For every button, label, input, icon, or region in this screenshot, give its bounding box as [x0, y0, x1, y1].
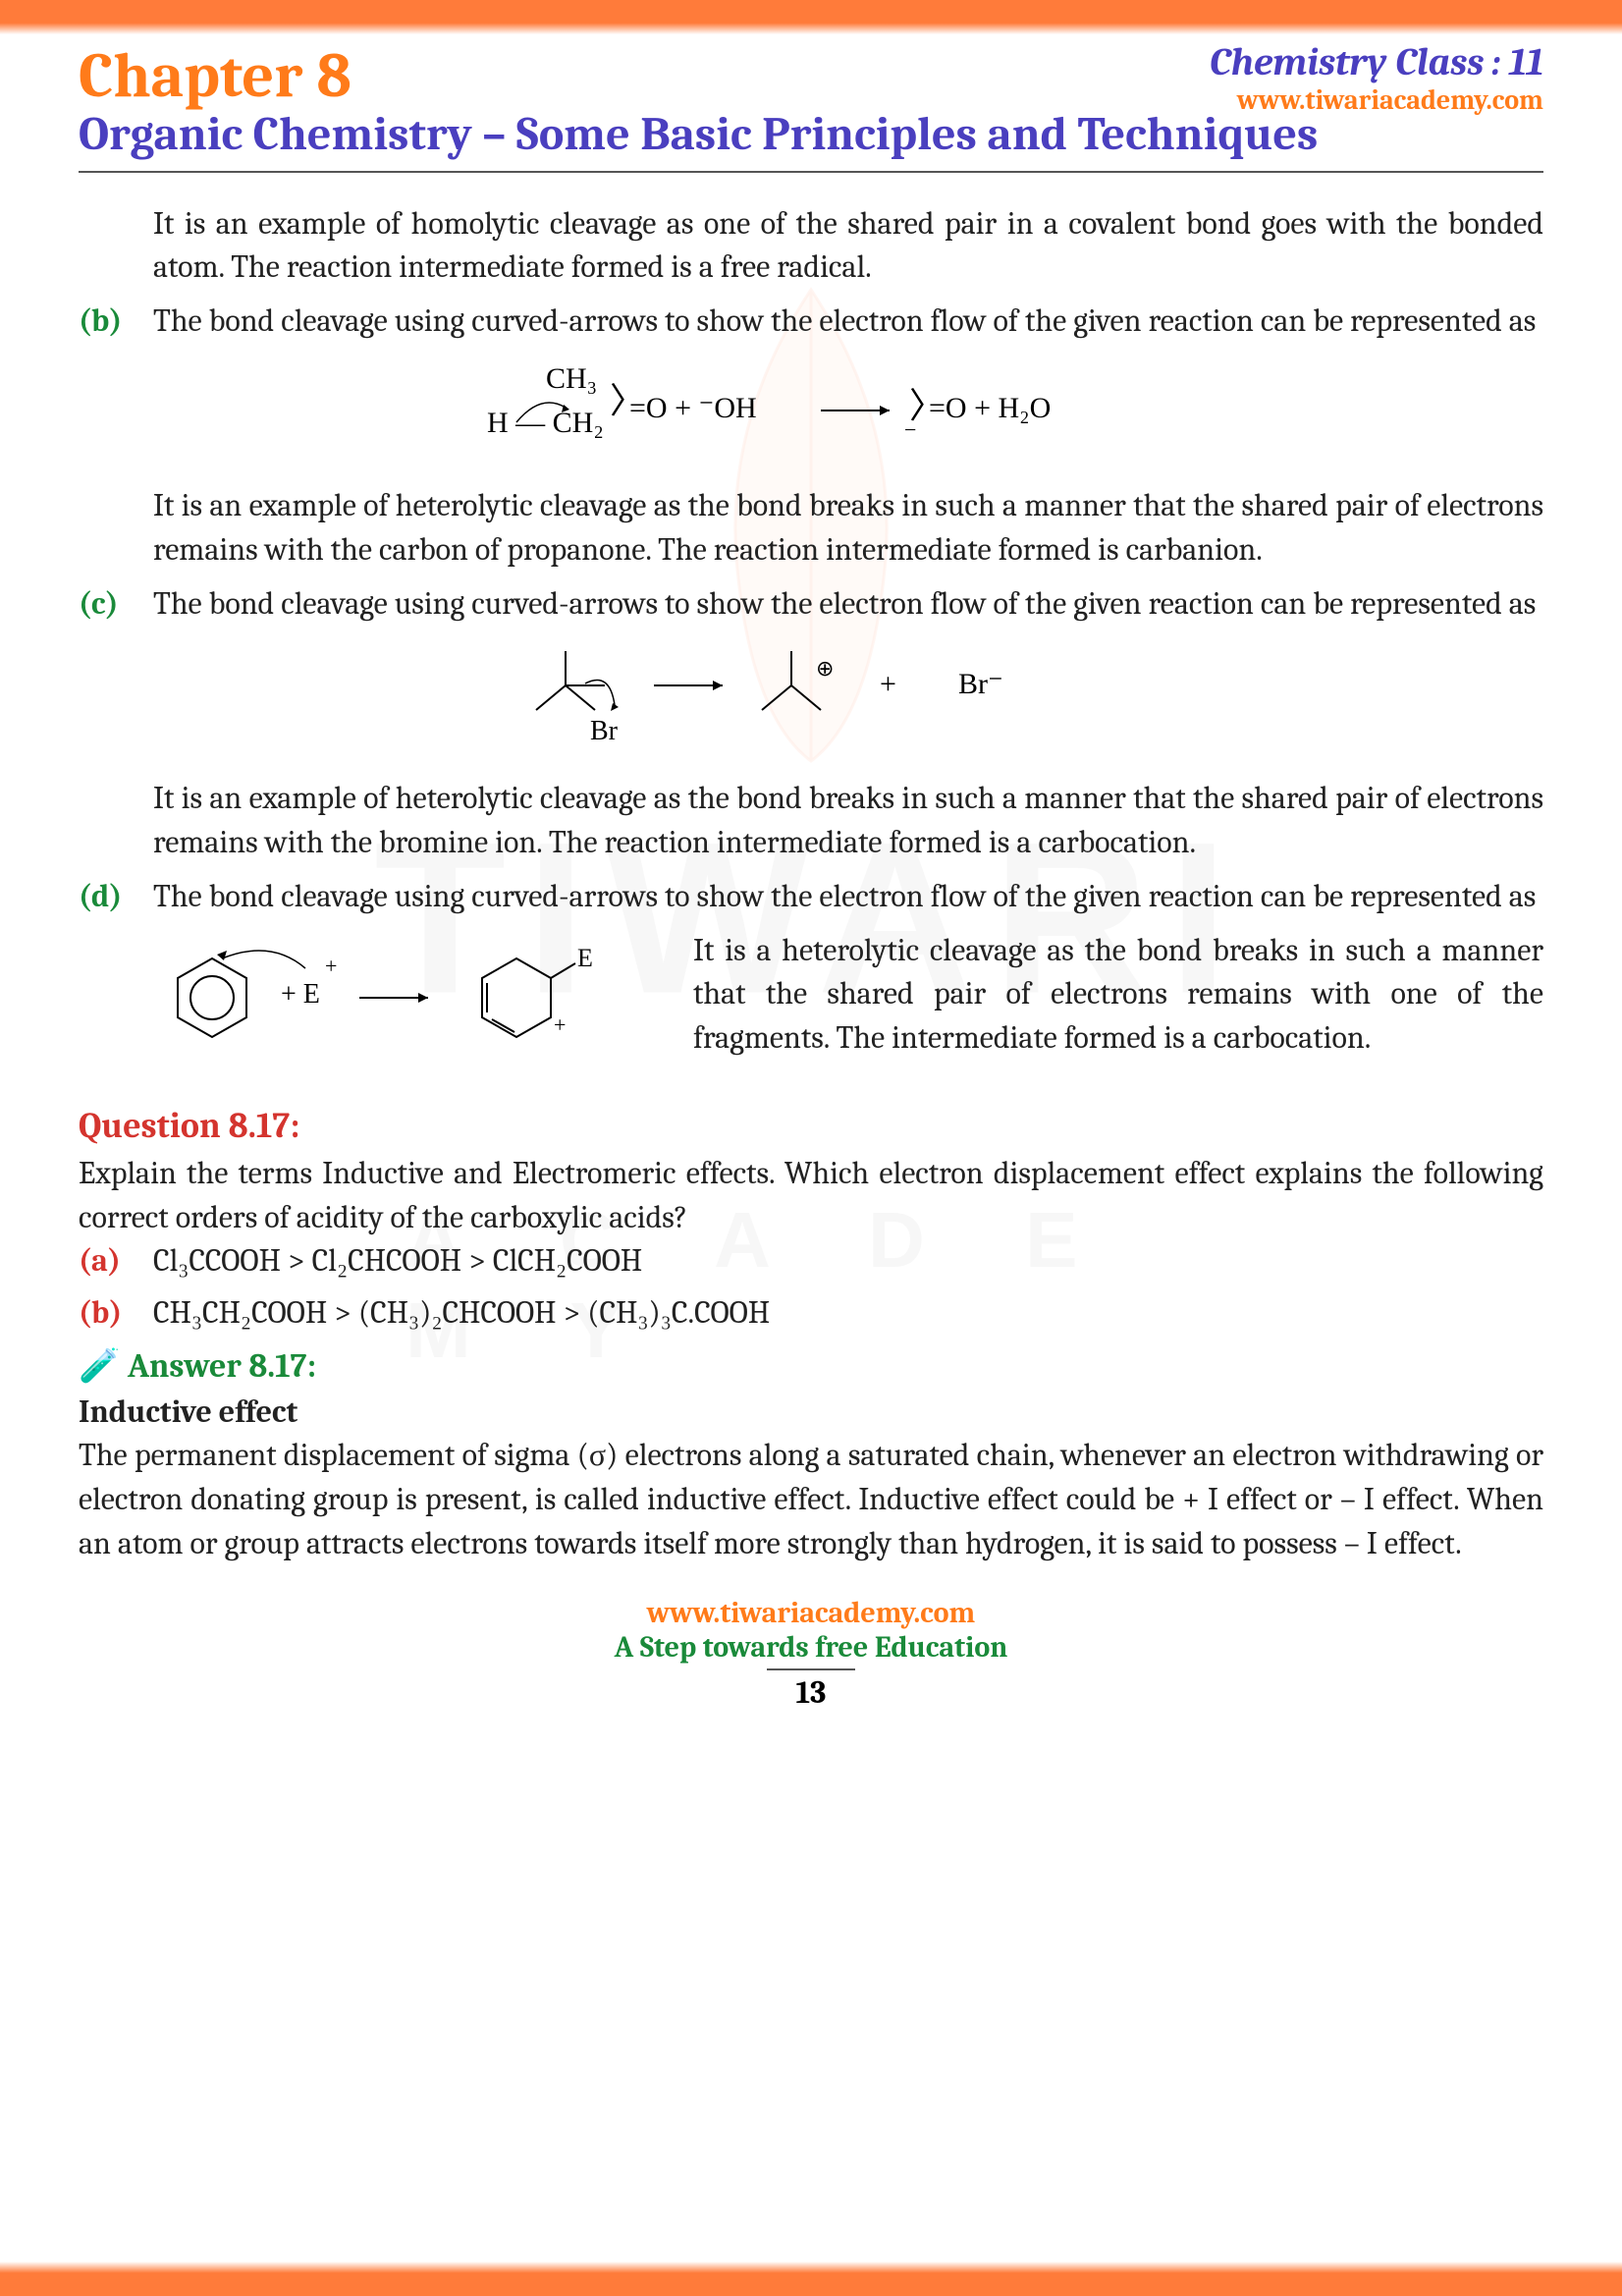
subject-title: Chemistry Class : 11 [1210, 39, 1543, 84]
diagram-b: CH₃ H — CH₂ 〉 =O + ⁻OH 〉 =O + H₂O − [79, 354, 1543, 474]
diagram-c: Br ⊕ + Br⁻ [79, 636, 1543, 767]
svg-text:E: E [577, 944, 593, 972]
svg-text:Br⁻: Br⁻ [958, 668, 1003, 700]
intro-paragraph: It is an example of homolytic cleavage a… [79, 202, 1543, 291]
svg-text:Br: Br [590, 716, 619, 746]
item-c-marker: (c) [79, 582, 153, 627]
answer-label: Answer 8.17: [128, 1346, 316, 1386]
footer-link[interactable]: www.tiwariacademy.com [79, 1596, 1543, 1630]
svg-text:+: + [880, 668, 896, 700]
svg-text:+ E: + E [281, 979, 320, 1010]
option-a-text: Cl₃CCOOH > Cl₂CHCOOH > ClCH₂COOH [153, 1239, 1543, 1284]
item-c-text2: It is an example of heterolytic cleavage… [79, 777, 1543, 865]
item-d-side-text: It is a heterolytic cleavage as the bond… [693, 929, 1543, 1079]
svg-text:=O + H₂O: =O + H₂O [929, 392, 1051, 424]
svg-text:−: − [904, 417, 916, 442]
item-b-marker: (b) [79, 300, 153, 344]
svg-text:=O + ⁻OH: =O + ⁻OH [629, 392, 757, 424]
answer-text: The permanent displacement of sigma (σ) … [79, 1434, 1543, 1565]
question-label: Question 8.17: [79, 1106, 299, 1146]
page-number: 13 [767, 1668, 856, 1711]
item-b-text1: The bond cleavage using curved-arrows to… [153, 300, 1543, 344]
item-b-text2: It is an example of heterolytic cleavage… [79, 484, 1543, 573]
question-text: Explain the terms Inductive and Electrom… [79, 1152, 1543, 1240]
header-divider [79, 171, 1543, 173]
answer-subheading: Inductive effect [79, 1391, 1543, 1435]
svg-text:+: + [325, 954, 337, 978]
svg-text:H — CH₂: H — CH₂ [487, 407, 604, 439]
option-b-marker: (b) [79, 1291, 153, 1336]
option-a-marker: (a) [79, 1239, 153, 1284]
svg-text:⊕: ⊕ [816, 656, 834, 681]
svg-text:+: + [554, 1012, 566, 1037]
item-c-text1: The bond cleavage using curved-arrows to… [153, 582, 1543, 627]
svg-text:CH₃: CH₃ [546, 362, 597, 395]
chapter-number: Chapter 8 [79, 39, 351, 112]
item-d-text1: The bond cleavage using curved-arrows to… [153, 875, 1543, 919]
footer-tagline: A Step towards free Education [79, 1630, 1543, 1665]
diagram-d: + E + E + [153, 929, 664, 1079]
option-b-text: CH₃CH₂COOH > (CH₃)₂CHCOOH > (CH₃)₃C.COOH [153, 1291, 1543, 1336]
item-d-marker: (d) [79, 875, 153, 919]
